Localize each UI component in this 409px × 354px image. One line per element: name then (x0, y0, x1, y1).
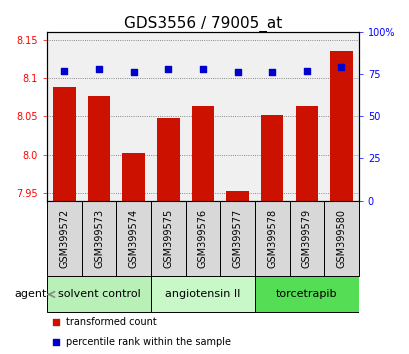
Bar (116, 201, 151, 276)
Bar (47, 201, 81, 276)
Bar (81, 201, 116, 276)
Point (53, 339, 60, 345)
Bar (260, 115, 283, 201)
Bar (324, 201, 358, 276)
Bar (151, 276, 254, 313)
Bar (191, 106, 213, 201)
Text: GSM399574: GSM399574 (128, 209, 138, 268)
Point (337, 64, 344, 70)
Bar (329, 51, 352, 201)
Text: transformed count: transformed count (66, 316, 156, 327)
Bar (185, 201, 220, 276)
Text: angiotensin II: angiotensin II (165, 290, 240, 299)
Text: GSM399576: GSM399576 (198, 209, 207, 268)
Title: GDS3556 / 79005_at: GDS3556 / 79005_at (124, 16, 281, 32)
Bar (88, 96, 110, 201)
Text: agent: agent (14, 290, 46, 299)
Bar (122, 153, 145, 201)
Point (96, 66, 102, 72)
Bar (295, 106, 317, 201)
Text: GSM399573: GSM399573 (94, 209, 104, 268)
Point (53, 319, 60, 324)
Text: GSM399575: GSM399575 (163, 209, 173, 268)
Text: solvent control: solvent control (58, 290, 140, 299)
Bar (226, 192, 248, 201)
Bar (157, 118, 179, 201)
Text: percentile rank within the sample: percentile rank within the sample (66, 337, 230, 347)
Point (61, 68, 67, 74)
Text: GSM399579: GSM399579 (301, 209, 311, 268)
Bar (53, 87, 76, 201)
Point (268, 69, 275, 75)
Bar (151, 201, 185, 276)
Point (165, 66, 171, 72)
Point (199, 66, 206, 72)
Bar (47, 276, 151, 313)
Text: GSM399578: GSM399578 (267, 209, 276, 268)
Bar (254, 276, 358, 313)
Point (303, 68, 309, 74)
Point (234, 69, 240, 75)
Text: GSM399577: GSM399577 (232, 209, 242, 268)
Bar (289, 201, 324, 276)
Bar (254, 201, 289, 276)
Point (130, 69, 137, 75)
Text: GSM399580: GSM399580 (336, 209, 346, 268)
Text: torcetrapib: torcetrapib (275, 290, 337, 299)
Text: GSM399572: GSM399572 (59, 209, 69, 268)
Bar (220, 201, 254, 276)
